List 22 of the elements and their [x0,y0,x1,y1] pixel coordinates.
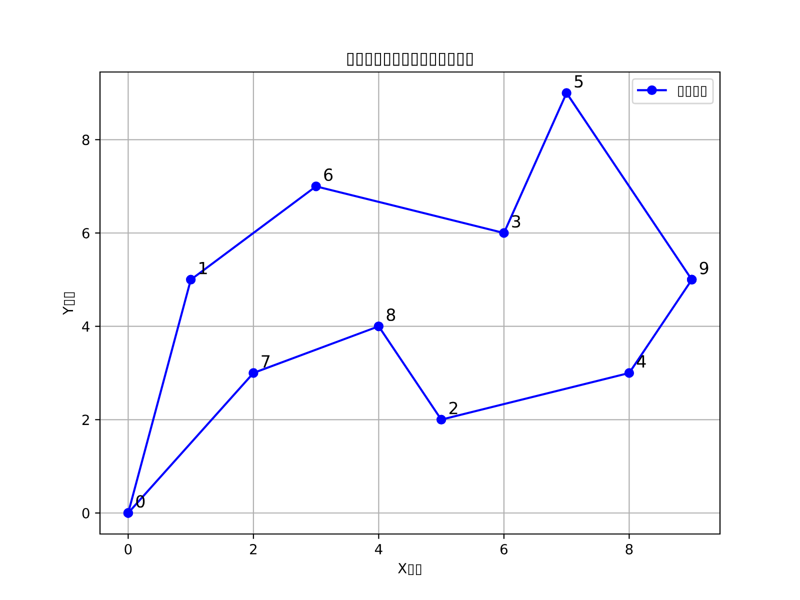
annotation: 5 [574,75,583,88]
y-tick-label: 4 [82,321,90,332]
y-tick-label: 0 [82,508,90,518]
x-tick-label: 2 [250,544,256,554]
annotation: 2 [449,402,458,414]
annotation: 4 [636,355,646,368]
x-tick-label: 8 [626,544,633,554]
y-axis-title: Y▯▯ [62,292,75,315]
y-tick-label: 2 [82,414,89,425]
x-tick-label: 4 [374,544,382,554]
x-tick-label: 6 [500,544,508,554]
x-axis-title: X▯▯ [398,563,422,575]
annotation: 9 [700,262,708,274]
y-tick-label: 8 [82,134,90,146]
annotation: 7 [262,355,270,368]
y-tick-label: 6 [82,228,90,238]
legend-label: ▯▯▯▯ [678,86,706,97]
x-tick-label: 0 [124,544,132,554]
annotation: 8 [386,308,396,322]
chart-title: ▯▯▯▯▯▯▯▯▯▯▯▯▯▯ [347,52,473,66]
annotation: 3 [512,215,520,228]
annotation: 6 [324,168,333,182]
